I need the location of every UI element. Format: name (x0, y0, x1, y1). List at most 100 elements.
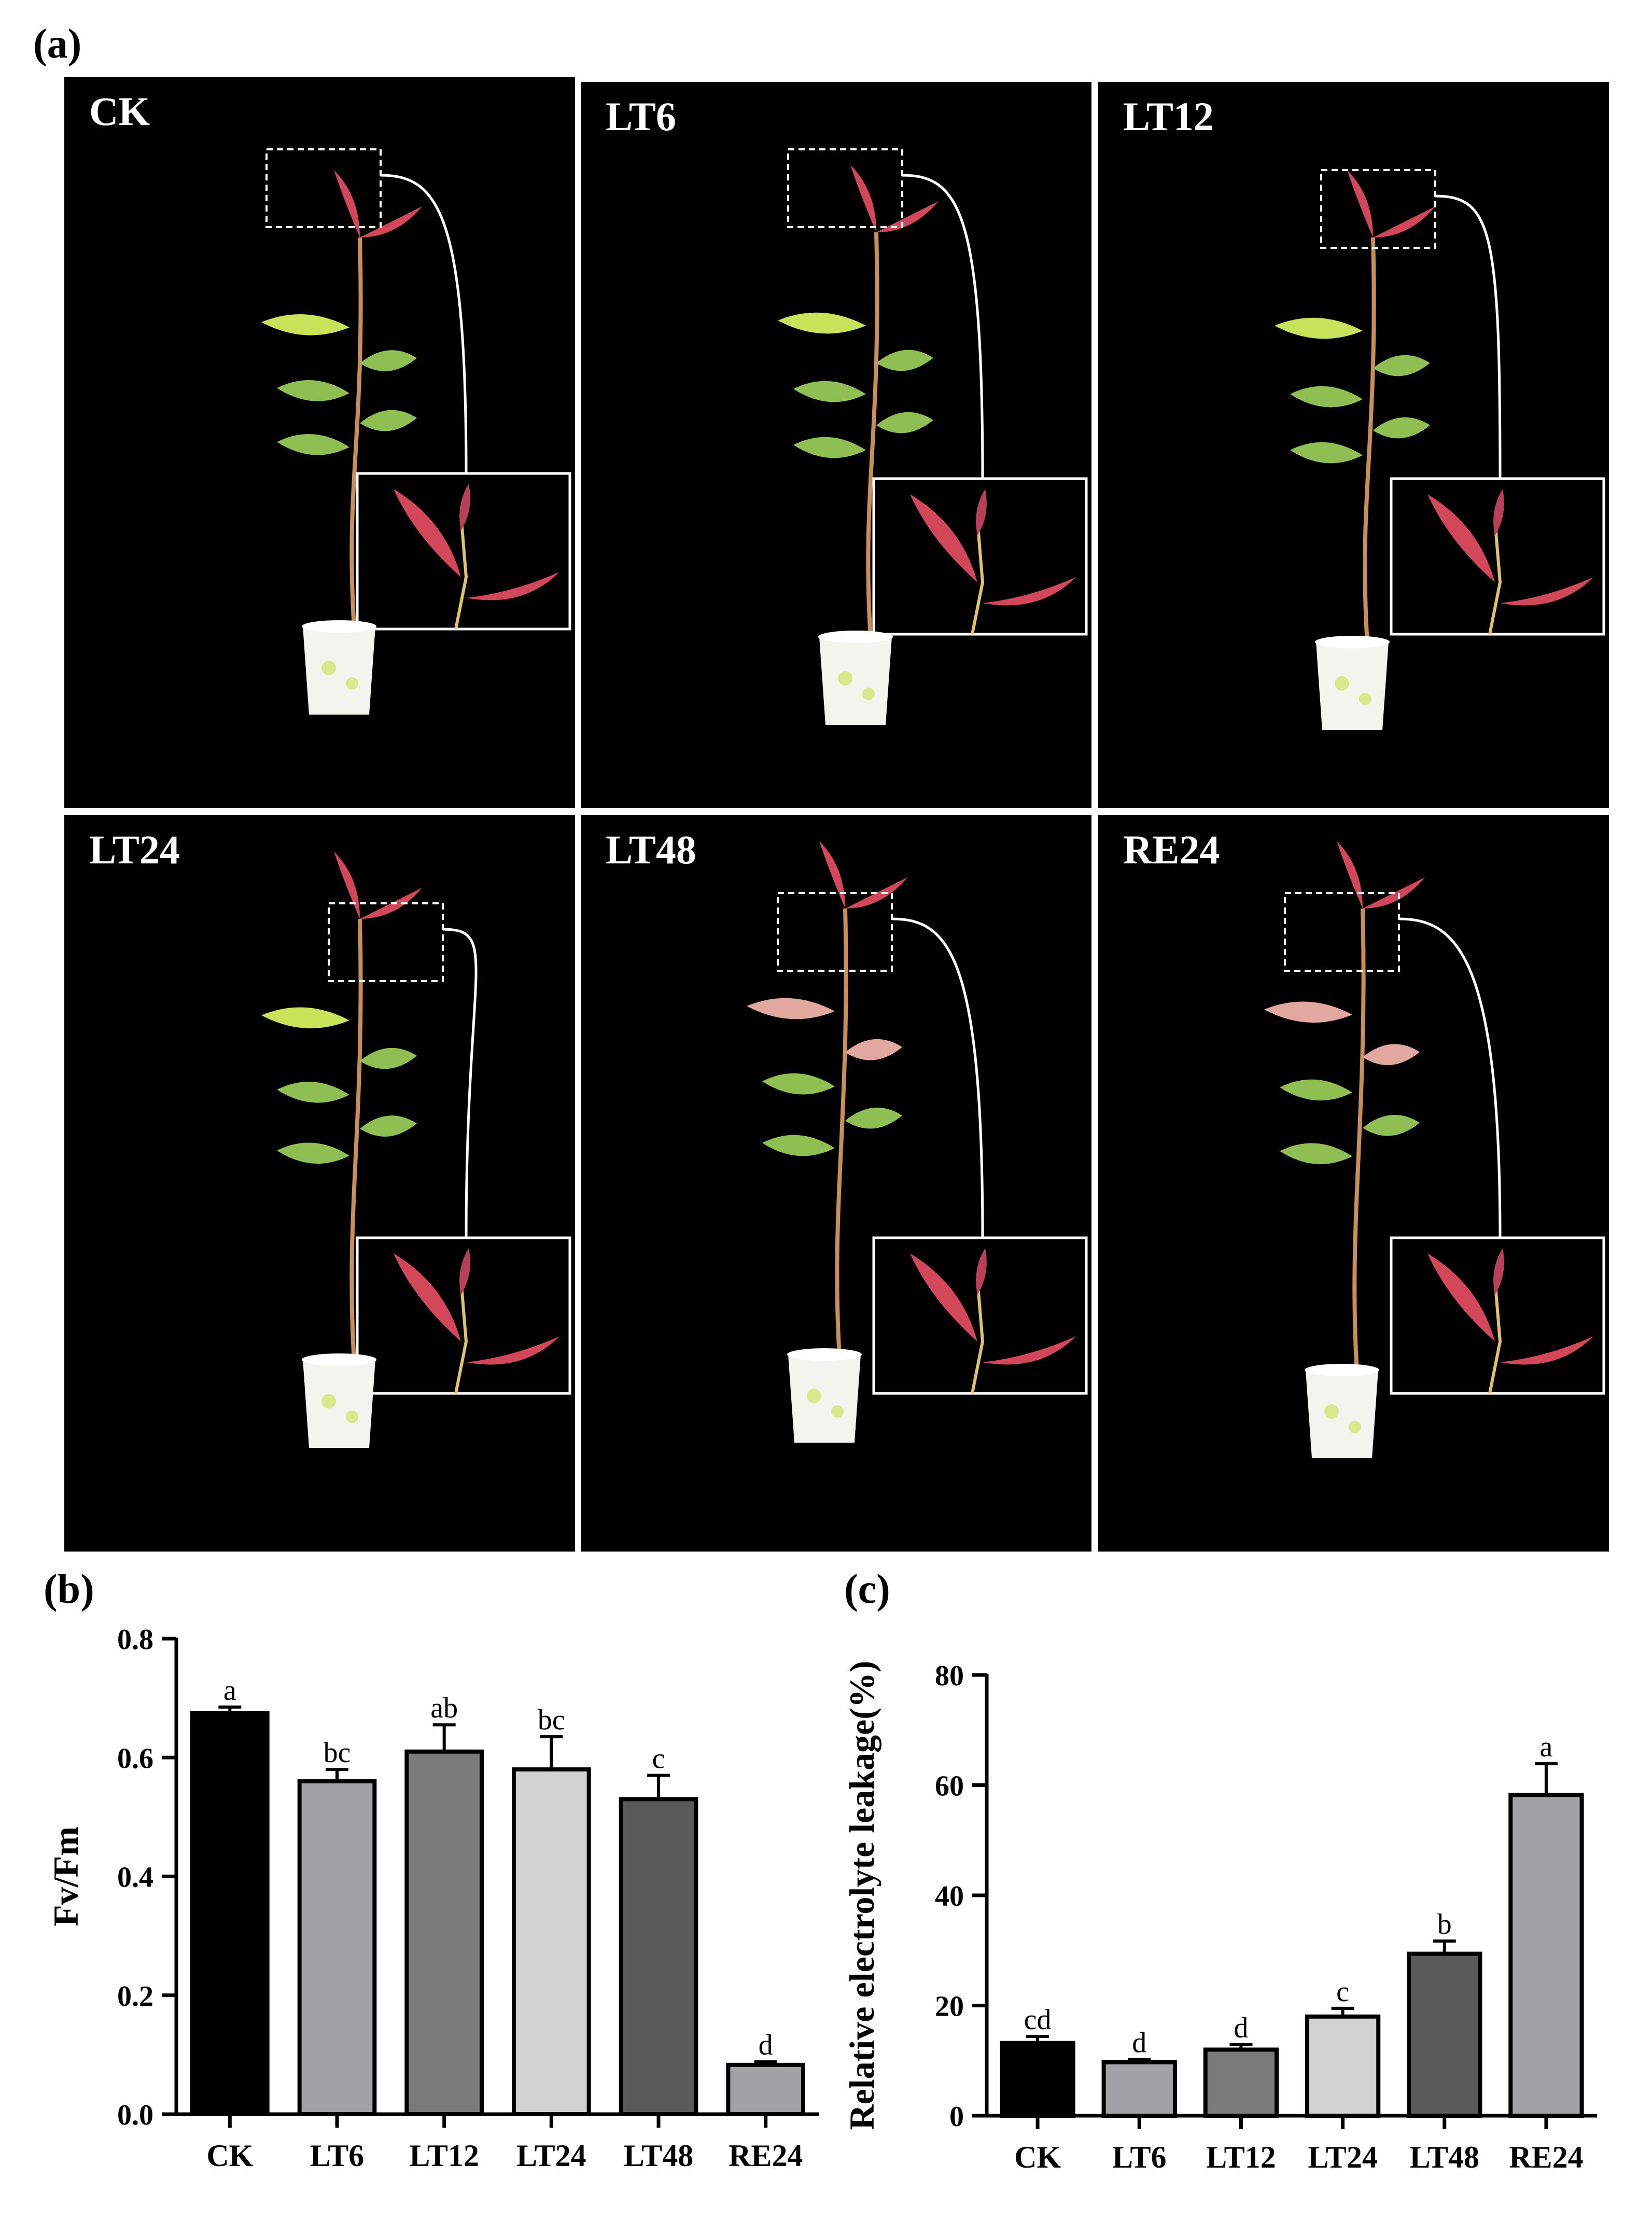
y-axis-label: Fv/Fm (46, 1826, 86, 1926)
significance-letter: bc (324, 1737, 351, 1769)
panel-a-letter: (a) (33, 21, 82, 67)
bar-lt12 (1203, 2047, 1279, 2118)
significance-letter: d (759, 2029, 773, 2061)
inset-leaf (910, 494, 977, 582)
zoom-connector (1398, 917, 1502, 1238)
leaf (876, 412, 933, 434)
x-tick-label: LT24 (516, 2139, 586, 2173)
y-tick-label: 0.6 (117, 1742, 153, 1775)
photo-label: LT6 (606, 94, 676, 139)
inset-bud (976, 489, 987, 536)
photo-re24: RE24 (1098, 815, 1609, 1552)
zoom-connector (891, 917, 984, 1238)
photo-label: LT48 (606, 827, 696, 872)
x-tick-label: LT48 (1409, 2140, 1479, 2174)
photo-lt12: LT12 (1098, 82, 1609, 808)
chart-electrolyte-leakage: 0 20 40 60 80 cd CK d LT6 d LT12 c LT24 b LT48 a RE24 Rel… (830, 1608, 1652, 2221)
stem (1363, 237, 1376, 653)
bar-lt48 (1407, 1951, 1482, 2118)
stem (835, 908, 848, 1365)
stem (349, 237, 363, 637)
significance-letter: c (652, 1743, 665, 1775)
leaf (277, 1142, 349, 1164)
leaf (1373, 355, 1430, 376)
top-leaf (334, 170, 360, 238)
cup-rim (302, 620, 376, 633)
plant-illustration (778, 148, 1088, 725)
zoom-dashed-box (787, 148, 903, 228)
cup-pattern (862, 688, 875, 700)
cup (303, 1360, 375, 1448)
cup-pattern (1359, 693, 1371, 705)
leaf (277, 1081, 349, 1103)
significance-letter: c (1336, 1976, 1349, 2008)
panel-c-letter: (c) (844, 1567, 890, 1612)
inset-leaf (910, 1253, 977, 1342)
top-leaf (1373, 206, 1435, 238)
cup (1316, 642, 1389, 730)
zoom-dashed-box (777, 892, 893, 972)
inset-leaf (466, 1336, 559, 1365)
significance-letter: a (1539, 1731, 1552, 1763)
plant-illustration (261, 148, 571, 715)
inset-bud (459, 1248, 470, 1295)
x-tick-label: LT48 (624, 2139, 694, 2173)
inset-bud (1493, 489, 1504, 536)
cup-pattern (346, 677, 358, 690)
top-leaf (819, 841, 845, 909)
leaf (1373, 417, 1430, 439)
leaf (277, 380, 349, 401)
x-tick-label: LT6 (310, 2139, 365, 2173)
y-tick-label: 60 (935, 1770, 964, 1803)
cup-rim (818, 631, 893, 643)
chart-fvfm: 0.0 0.2 0.4 0.6 0.8 a CK bc LT6 ab LT12 bc LT24 c LT48… (0, 1608, 830, 2221)
leaf (1363, 1114, 1420, 1136)
photo-lt48: LT48 (581, 815, 1091, 1552)
y-tick-label: 0.0 (117, 2099, 153, 2131)
top-leaf (876, 201, 939, 232)
cup-pattern (838, 671, 852, 686)
leaf (747, 998, 835, 1019)
inset-stem (971, 520, 985, 635)
cup-pattern (321, 661, 336, 675)
cup-pattern (1335, 676, 1349, 691)
stem (1352, 908, 1366, 1381)
inset-stem (454, 1279, 468, 1394)
cup-rim (787, 1348, 862, 1361)
stem (349, 918, 363, 1371)
inset-leaf (1500, 1336, 1593, 1365)
bar-re24 (726, 2062, 806, 2117)
cup-pattern (321, 1394, 336, 1408)
inset-stem (1488, 520, 1502, 635)
leaf (845, 1039, 902, 1060)
leaf (1363, 1044, 1420, 1065)
cup-pattern (831, 1405, 844, 1418)
x-tick-label: CK (206, 2139, 253, 2173)
chart-fvfm-svg: 0.0 0.2 0.4 0.6 0.8 a CK bc LT6 ab LT12 bc LT24 c LT48… (46, 1624, 819, 2173)
inset-leaf (1427, 494, 1495, 582)
cup (303, 626, 375, 715)
cup-pattern (807, 1389, 821, 1403)
significance-letter: b (1437, 1908, 1452, 1940)
x-tick-label: LT24 (1308, 2140, 1378, 2174)
zoom-inset (356, 1236, 571, 1395)
inset-leaf (394, 489, 461, 577)
bar-lt24 (1305, 2014, 1381, 2118)
inset-bud (1493, 1248, 1504, 1295)
significance-letter: d (1132, 2027, 1146, 2059)
significance-letter: bc (538, 1704, 565, 1736)
leaf (277, 434, 349, 455)
y-tick-label: 0.2 (117, 1980, 153, 2013)
photo-ck: CK (64, 77, 575, 808)
top-leaf (334, 851, 360, 919)
cup-pattern (1324, 1404, 1339, 1419)
photo-label: LT24 (89, 827, 180, 872)
y-tick-label: 40 (935, 1880, 964, 1912)
inset-bud (976, 1248, 987, 1295)
significance-letter: ab (430, 1692, 458, 1724)
top-leaf (360, 206, 422, 238)
leaf (1264, 1001, 1352, 1023)
photo-lt6: LT6 (581, 82, 1091, 808)
leaf (1280, 1143, 1352, 1165)
top-leaf (1337, 841, 1363, 909)
